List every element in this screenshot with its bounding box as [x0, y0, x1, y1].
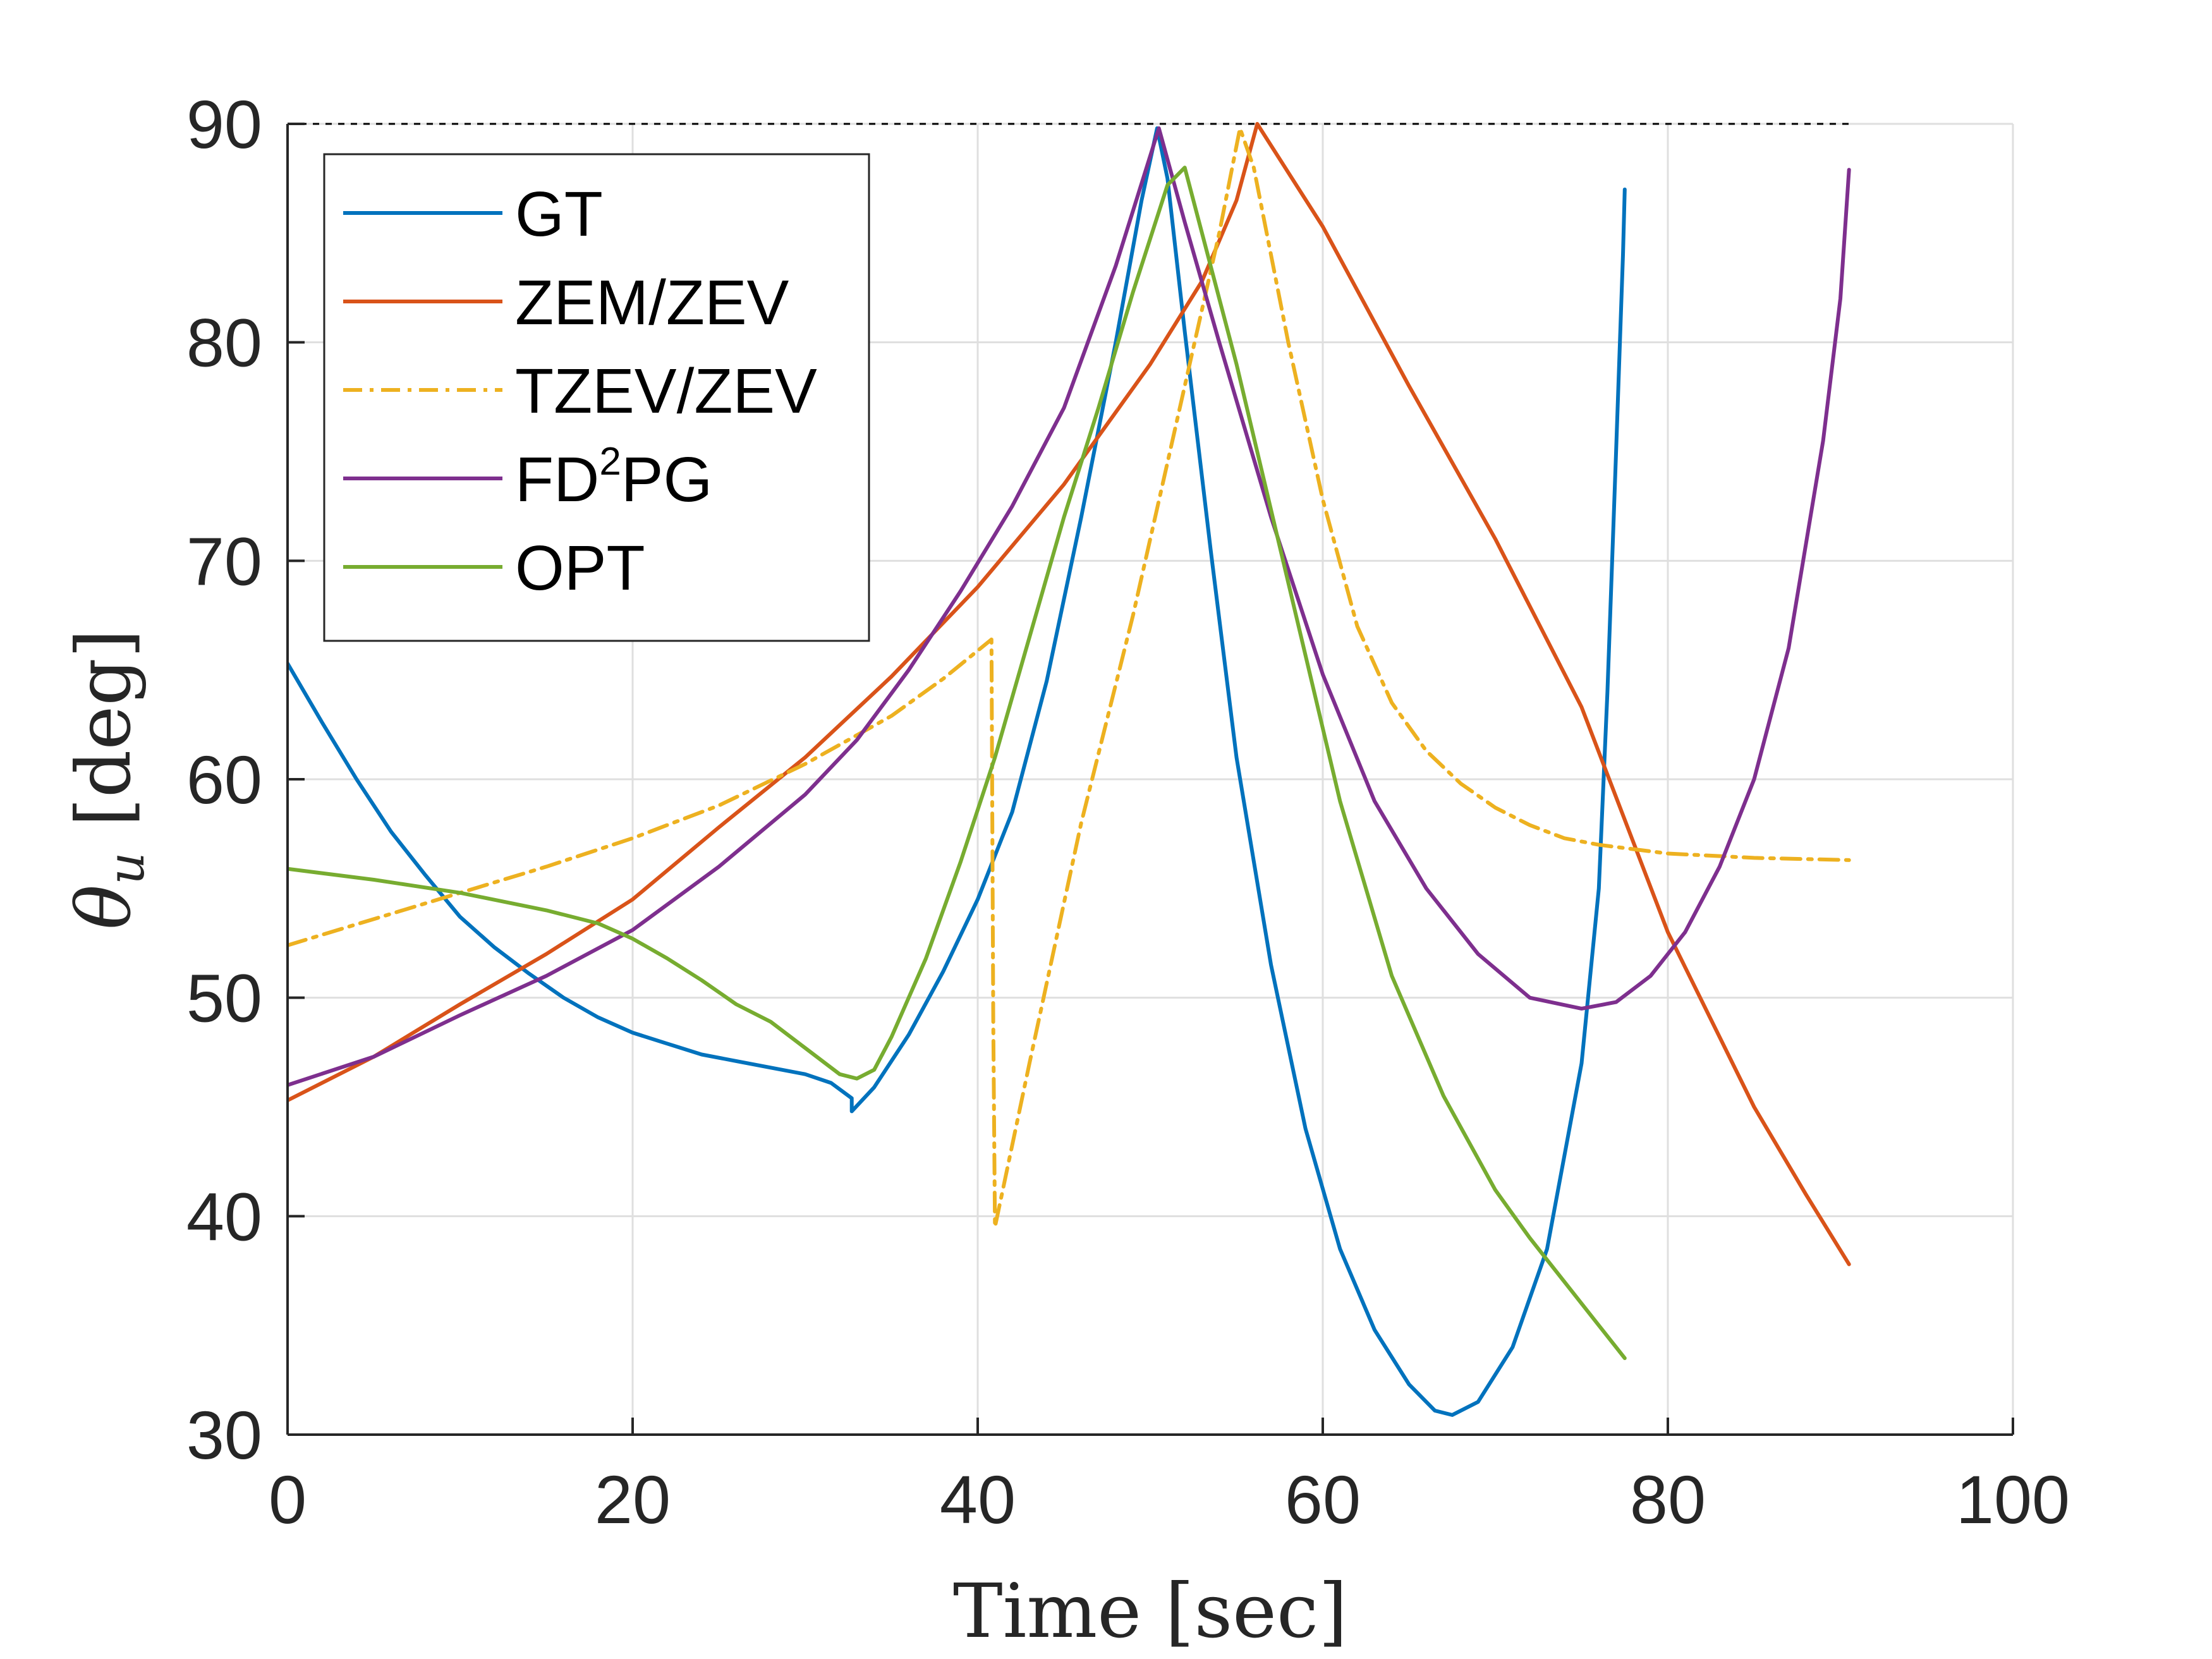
axes	[286, 123, 2014, 1436]
series-line-tzev-zev	[288, 126, 1851, 1229]
y-tick-label: 90	[186, 86, 262, 162]
y-axis-label-subscript: u	[97, 852, 155, 885]
tick-labels: 0 20 40 60 80 100 30 40 50 60 70 80 90	[186, 86, 2070, 1538]
x-tick-label: 20	[595, 1461, 671, 1538]
y-tick-label: 60	[186, 741, 262, 818]
legend-label-fd: FD2PG	[515, 440, 712, 515]
series-line-zem-zev	[288, 122, 1851, 1267]
x-tick-label: 100	[1956, 1461, 2070, 1538]
legend: GT ZEM/ZEV TZEV/ZEV FD2PG OPT	[323, 153, 870, 642]
y-axis-label-unit: [deg]	[60, 629, 147, 827]
x-tick-label: 40	[940, 1461, 1016, 1538]
y-axis-label-symbol: θ	[60, 885, 147, 930]
x-tick-label: 0	[269, 1461, 307, 1538]
y-tick-label: 70	[186, 523, 262, 599]
series-line-opt	[288, 166, 1627, 1360]
series-line-fd	[288, 126, 1851, 1087]
svg-text:θu[deg]: θu [deg]	[60, 629, 155, 930]
y-tick-label: 40	[186, 1178, 262, 1255]
legend-label-tzev-zev: TZEV/ZEV	[515, 356, 817, 427]
y-tick-label: 30	[186, 1397, 262, 1473]
legend-label-opt: OPT	[515, 533, 645, 604]
x-tick-label: 80	[1630, 1461, 1706, 1538]
x-tick-label: 60	[1285, 1461, 1361, 1538]
x-axis-label: Time [sec]	[953, 1567, 1347, 1655]
legend-label-zem-zev: ZEM/ZEV	[515, 267, 789, 338]
y-tick-label: 80	[186, 305, 262, 381]
y-axis-label: θu [deg]	[60, 629, 155, 930]
series-line-gt	[288, 126, 1627, 1417]
series-layer	[288, 122, 1851, 1417]
y-tick-label: 50	[186, 960, 262, 1036]
legend-label-gt: GT	[515, 179, 603, 250]
legend-entries: GT ZEM/ZEV TZEV/ZEV FD2PG OPT	[343, 179, 817, 604]
legend-box	[323, 153, 870, 642]
